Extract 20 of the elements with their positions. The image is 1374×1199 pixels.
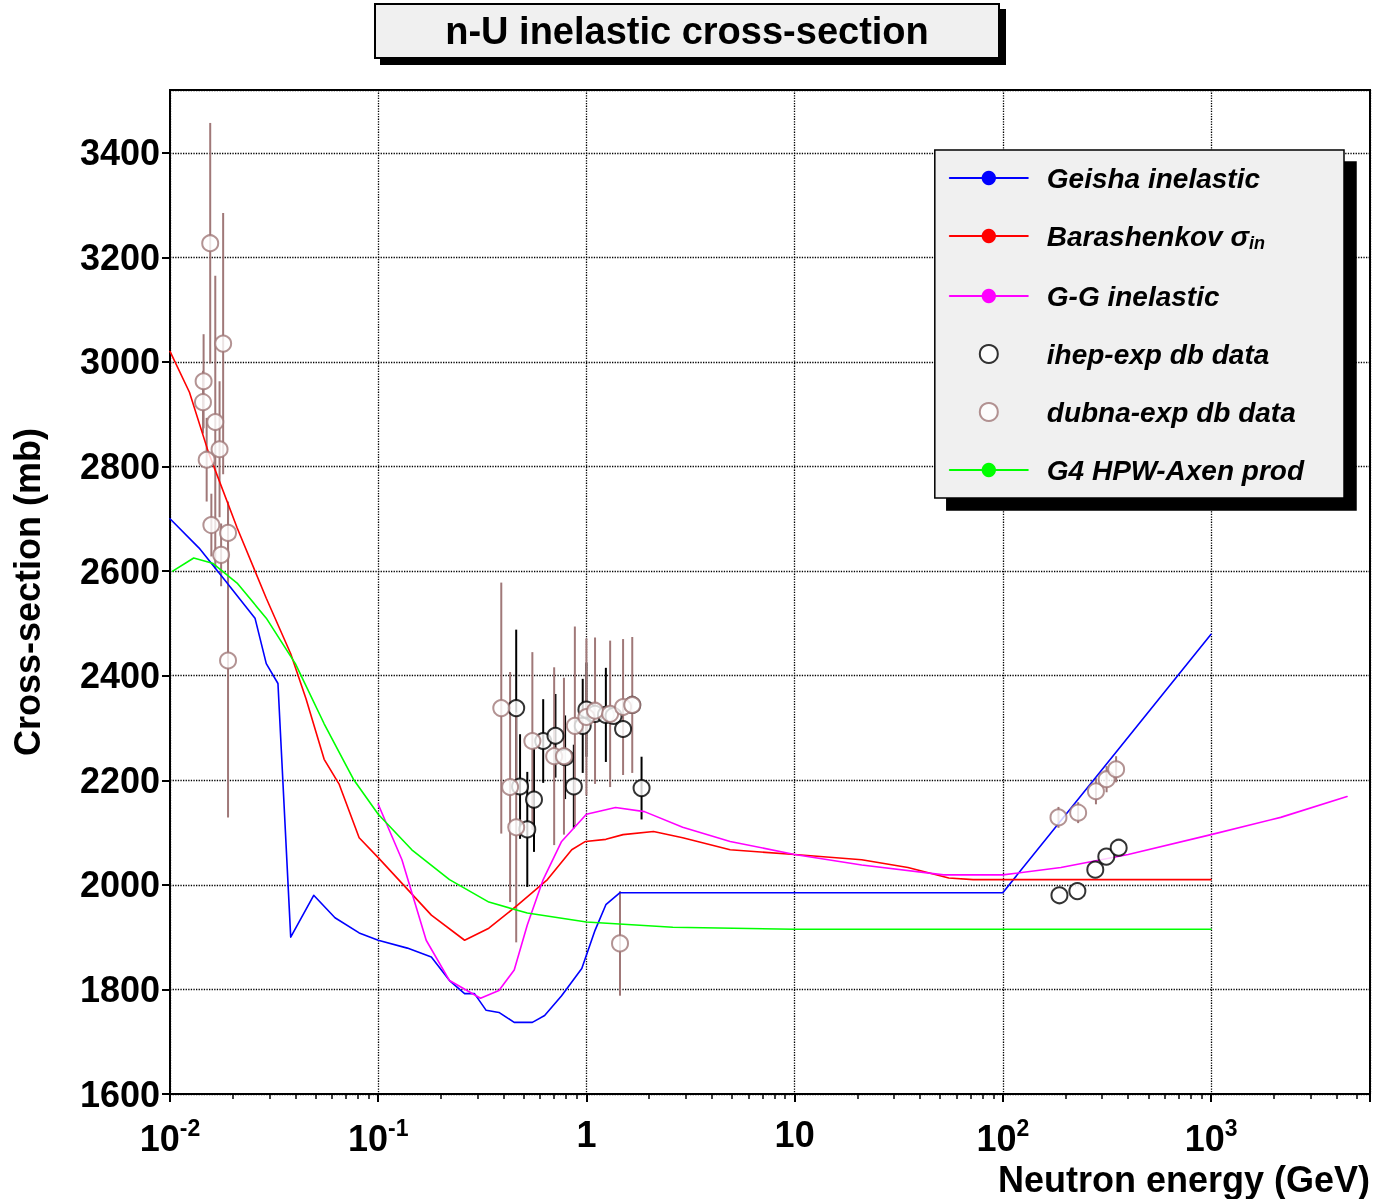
legend-label: ihep-exp db data: [1046, 338, 1270, 370]
y-tick-label: 2400: [79, 655, 160, 697]
x-tick-label: 10: [774, 1113, 815, 1155]
y-tick-label: 3200: [79, 236, 160, 278]
y-tick-label: 2600: [79, 550, 160, 592]
y-tick-label: 3000: [79, 341, 160, 383]
legend-label: Geisha inelastic: [1046, 162, 1261, 194]
x-tick-label: 1: [576, 1113, 597, 1155]
legend-label: dubna-exp db data: [1046, 396, 1296, 428]
legend-label: G-G inelastic: [1046, 280, 1220, 312]
y-tick-label: 2000: [79, 864, 160, 906]
y-axis-title: Cross-section (mb): [6, 427, 48, 757]
y-tick-label: 3400: [79, 132, 160, 174]
y-tick-label: 1600: [79, 1073, 160, 1115]
x-axis-title: Neutron energy (GeV): [997, 1158, 1370, 1199]
y-tick-label: 2200: [79, 759, 160, 801]
y-tick-label: 2800: [79, 446, 160, 487]
y-tick-label: 1800: [79, 968, 160, 1010]
legend-label: G4 HPW-Axen prod: [1046, 454, 1305, 486]
chart-title: n-U inelastic cross-section: [445, 10, 929, 52]
